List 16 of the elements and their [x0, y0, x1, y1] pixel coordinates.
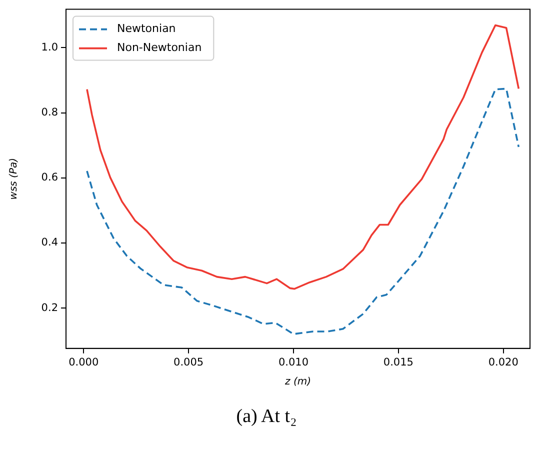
x-tick-label: 0.020 [488, 356, 518, 368]
y-axis-title: wss (Pa) [8, 158, 20, 200]
legend-label: Newtonian [117, 22, 176, 36]
y-tick-label: 0.6 [41, 172, 58, 184]
legend-label: Non-Newtonian [117, 41, 202, 54]
y-tick-label: 0.8 [41, 106, 58, 119]
y-tick-label: 0.2 [41, 302, 58, 314]
text: (a) At t₂ [235, 406, 298, 428]
x-tick-label: 0.000 [68, 356, 99, 368]
y-tick-label: 1.0 [41, 41, 58, 54]
x-tick-label: 0.010 [278, 356, 309, 368]
x-axis-title: z (m) [284, 376, 311, 388]
line-series [86, 88, 520, 335]
x-tick-label: 0.015 [383, 356, 414, 368]
x-tick-label: 0.005 [174, 356, 204, 368]
y-tick-label: 0.4 [41, 236, 58, 249]
